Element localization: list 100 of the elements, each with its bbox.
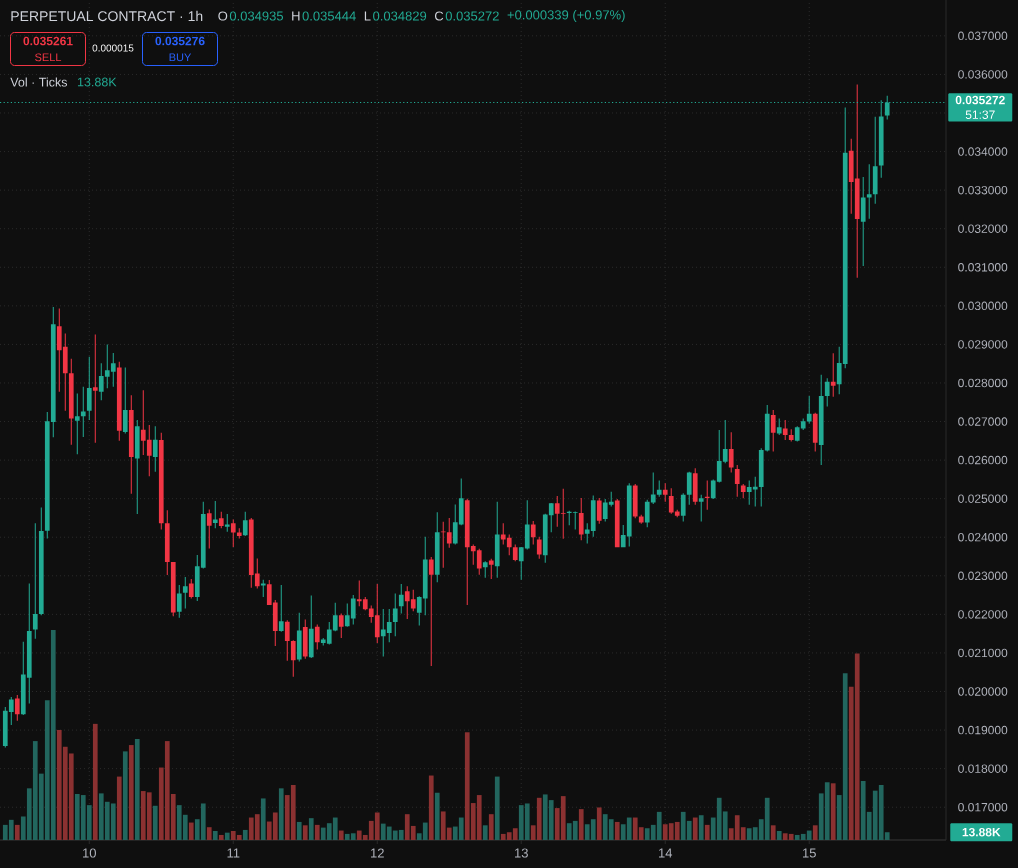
candlestick — [296, 612, 302, 662]
candlestick — [188, 578, 194, 599]
candlestick — [164, 510, 170, 576]
candlestick — [308, 595, 314, 658]
candlestick — [830, 353, 836, 397]
candlestick — [170, 561, 176, 617]
candlestick — [434, 512, 440, 583]
candlestick — [482, 561, 488, 578]
bar — [206, 827, 212, 840]
candlestick — [134, 419, 140, 515]
candlestick — [278, 585, 284, 632]
annotation: 13.88K — [77, 77, 117, 87]
y-tick-label: 0.026000 — [958, 455, 1008, 465]
candlestick — [302, 619, 308, 659]
bar — [218, 834, 224, 840]
bar — [434, 792, 440, 840]
bar — [692, 817, 698, 840]
y-tick-label: 0.022000 — [958, 610, 1008, 619]
bar — [704, 824, 710, 840]
candlestick — [398, 583, 404, 614]
text: 13.88K — [962, 827, 1001, 837]
annotation: C — [434, 11, 444, 21]
y-tick-label: 0.025000 — [958, 494, 1008, 503]
bar — [494, 776, 500, 840]
x-tick-label: 12 — [371, 848, 384, 858]
text: PERPETUAL CONTRACT · 1h — [11, 10, 203, 22]
bar — [308, 818, 314, 840]
bar — [698, 815, 704, 840]
annotation: L — [364, 11, 371, 21]
candlestick — [530, 521, 536, 545]
bar — [428, 775, 434, 840]
candlestick — [770, 409, 776, 452]
candlestick — [860, 177, 866, 267]
bar — [314, 824, 320, 840]
x-tick-label: 13 — [515, 848, 528, 858]
x-tick-label: 11 — [227, 848, 240, 858]
annotation: +0.000339 (+0.97%) — [507, 9, 625, 23]
candlestick — [488, 558, 494, 579]
candlestick — [284, 620, 290, 661]
candlestick — [314, 624, 320, 650]
candlestick — [14, 694, 20, 721]
y-tick-label: 0.031000 — [958, 263, 1008, 272]
candlestick — [692, 468, 698, 505]
bar — [812, 825, 818, 840]
candlestick — [740, 484, 746, 499]
y-tick-label: 0.032000 — [958, 224, 1008, 233]
bar — [830, 783, 836, 840]
candlestick — [74, 393, 80, 455]
bar — [14, 824, 20, 840]
candlestick — [776, 418, 782, 436]
bar — [224, 832, 230, 840]
candlestick — [116, 361, 122, 441]
annotation: BUY — [169, 53, 192, 62]
candlestick — [788, 429, 794, 442]
candlestick — [176, 585, 182, 618]
y-tick-label: 0.020000 — [958, 687, 1008, 696]
candlestick — [158, 432, 164, 530]
bar — [776, 830, 782, 840]
candlestick — [638, 514, 644, 524]
bar — [128, 745, 134, 840]
candlestick — [632, 484, 638, 519]
candlestick — [680, 493, 686, 522]
y-tick-label: 0.018000 — [958, 764, 1008, 773]
candlestick — [236, 528, 242, 539]
bar — [242, 829, 248, 840]
candlestick — [728, 432, 734, 473]
y-tick-label: 0.029000 — [958, 340, 1008, 349]
candlestick — [212, 500, 218, 529]
y-tick-label: 0.036000 — [958, 70, 1008, 79]
y-tick-label: 0.019000 — [958, 725, 1008, 735]
bar — [338, 830, 344, 840]
candlestick — [578, 497, 584, 541]
candlestick — [512, 544, 518, 562]
candlestick — [758, 448, 764, 507]
x-tick-label: 14 — [659, 848, 673, 858]
candlestick — [338, 613, 344, 638]
candlestick — [872, 116, 878, 204]
annotation: 0.035261 — [23, 36, 73, 46]
candlestick — [446, 517, 452, 548]
candlestick — [614, 499, 620, 548]
candlestick — [86, 356, 92, 420]
candlestick — [224, 514, 230, 532]
candlestick — [68, 358, 74, 445]
candlestick — [536, 536, 542, 559]
y-tick-label: 0.034000 — [958, 147, 1008, 156]
y-tick-label: 0.033000 — [958, 185, 1008, 195]
candlestick — [494, 501, 500, 578]
candlestick — [152, 426, 158, 472]
candlestick — [92, 334, 98, 443]
annotation: 0.035276 — [155, 36, 205, 46]
y-tick-label: 0.037000 — [958, 31, 1008, 41]
candlestick — [428, 556, 434, 667]
candlestick — [242, 511, 248, 537]
candlestick — [290, 640, 296, 677]
bar — [260, 798, 266, 840]
annotation: H — [292, 11, 300, 21]
bar — [770, 825, 776, 840]
candlestick — [818, 374, 824, 466]
annotation: 0.035272 — [445, 11, 499, 21]
bar — [578, 809, 584, 840]
